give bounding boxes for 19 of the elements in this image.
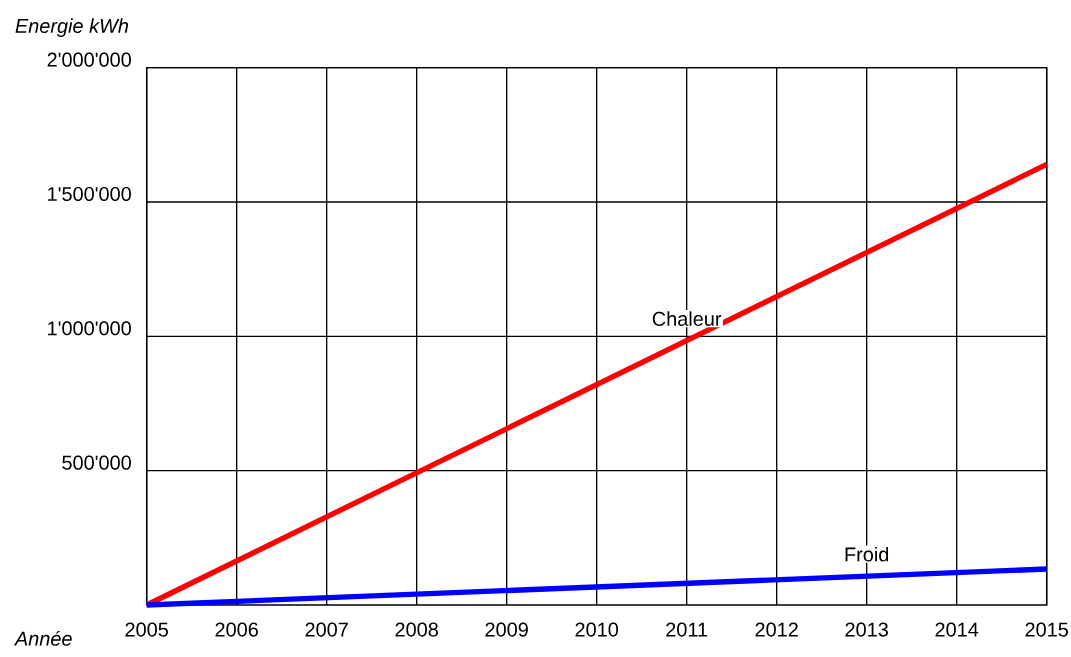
x-tick-label: 2011 xyxy=(666,622,708,637)
x-tick-label: 2010 xyxy=(575,622,619,637)
x-tick-label: 2014 xyxy=(935,622,979,637)
y-tick-label: 1'000'000 xyxy=(48,321,131,336)
x-tick-label: 2007 xyxy=(305,622,348,637)
x-tick-label: 2013 xyxy=(845,622,888,637)
y-axis-title: Energie kWh xyxy=(15,18,129,37)
y-tick-label: 2'000'000 xyxy=(47,52,131,67)
series-label: Froid xyxy=(845,546,889,562)
x-tick-label: 2005 xyxy=(125,622,168,637)
y-tick-label: 500'000 xyxy=(62,455,131,470)
x-tick-label: 2015 xyxy=(1025,622,1069,637)
x-tick-label: 2012 xyxy=(755,622,798,637)
x-tick-label: 2006 xyxy=(215,622,258,637)
x-tick-label: 2008 xyxy=(395,622,438,637)
x-axis-title: Année xyxy=(13,630,72,646)
x-tick-label: 2009 xyxy=(485,622,528,637)
y-tick-label: 1'500'000 xyxy=(48,186,131,202)
series-label: Chaleur xyxy=(652,311,722,326)
